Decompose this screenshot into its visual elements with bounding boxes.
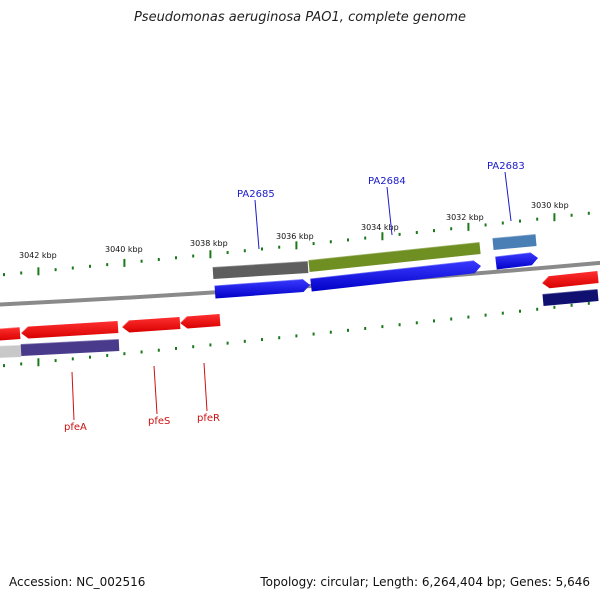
tick-marks-bottom: [3, 301, 590, 368]
scale-label: 3034 kbp: [361, 223, 399, 232]
gene-label-forward[interactable]: PA2684: [368, 176, 406, 187]
gene-arrow-left-edge[interactable]: [0, 327, 21, 341]
feature-highlight: [20, 338, 119, 345]
feature-highlight: [542, 288, 598, 295]
feature-highlight: [121, 319, 130, 328]
feature-box-pa2685[interactable]: [212, 261, 309, 279]
gene-labels: PA2685 PA2684 PA2683 pfeA pfeS pfeR: [64, 161, 525, 433]
gene-label-lines: [71, 171, 512, 421]
scale-label: 3032 kbp: [446, 213, 484, 222]
feature-highlight: [492, 233, 536, 239]
feature-highlight: [310, 259, 474, 280]
label-leader-line: [504, 171, 512, 222]
gene-arrow-pfer[interactable]: [180, 314, 221, 329]
label-leader-line: [254, 199, 260, 250]
gene-arrow-pa2683[interactable]: [495, 252, 538, 270]
feature-highlight: [0, 326, 20, 330]
gene-features: [0, 233, 599, 358]
feature-box-pfea[interactable]: [20, 339, 120, 356]
gene-arrow-right-edge[interactable]: [542, 271, 599, 289]
gene-label-forward[interactable]: PA2683: [487, 161, 525, 172]
scale-label: 3036 kbp: [276, 232, 314, 241]
feature-box-pa2684[interactable]: [308, 242, 481, 272]
feature-box-grey[interactable]: [0, 345, 22, 358]
gene-label-reverse[interactable]: pfeR: [197, 413, 220, 424]
gene-arrow-pfea[interactable]: [21, 321, 119, 339]
gene-label-forward[interactable]: PA2685: [237, 189, 275, 200]
scale-label: 3042 kbp: [19, 251, 57, 260]
label-leader-line: [386, 186, 393, 236]
feature-box-pa2683[interactable]: [492, 234, 537, 250]
feature-highlight: [0, 344, 21, 347]
feature-box-right-edge[interactable]: [542, 289, 599, 306]
feature-highlight: [308, 241, 480, 261]
feature-highlight: [20, 326, 29, 334]
gene-arrow-pa2685[interactable]: [214, 279, 310, 299]
feature-highlight: [212, 260, 308, 268]
map-title: Pseudomonas aeruginosa PAO1, complete ge…: [133, 10, 467, 25]
scale-label: 3040 kbp: [105, 245, 143, 254]
label-leader-line: [203, 362, 208, 412]
accession-text: Accession: NC_002516: [9, 575, 146, 589]
scale-labels: 3042 kbp 3040 kbp 3038 kbp 3036 kbp 3034 kbp…: [19, 201, 569, 260]
gene-arrow-pa2684[interactable]: [310, 260, 481, 292]
feature-highlight: [179, 315, 188, 324]
scale-label: 3038 kbp: [190, 239, 228, 248]
feature-highlight: [495, 251, 531, 258]
genome-stats-text: Topology: circular; Length: 6,264,404 bp…: [260, 575, 590, 589]
feature-highlight: [214, 278, 303, 287]
tick-marks-top: [3, 211, 590, 277]
label-leader-line: [153, 365, 158, 415]
scale-label: 3030 kbp: [531, 201, 569, 210]
label-leader-line: [71, 371, 75, 421]
gene-arrow-pfes[interactable]: [122, 317, 181, 333]
feature-highlight: [541, 275, 549, 284]
gene-label-reverse[interactable]: pfeA: [64, 422, 87, 433]
gene-label-reverse[interactable]: pfeS: [148, 416, 170, 427]
